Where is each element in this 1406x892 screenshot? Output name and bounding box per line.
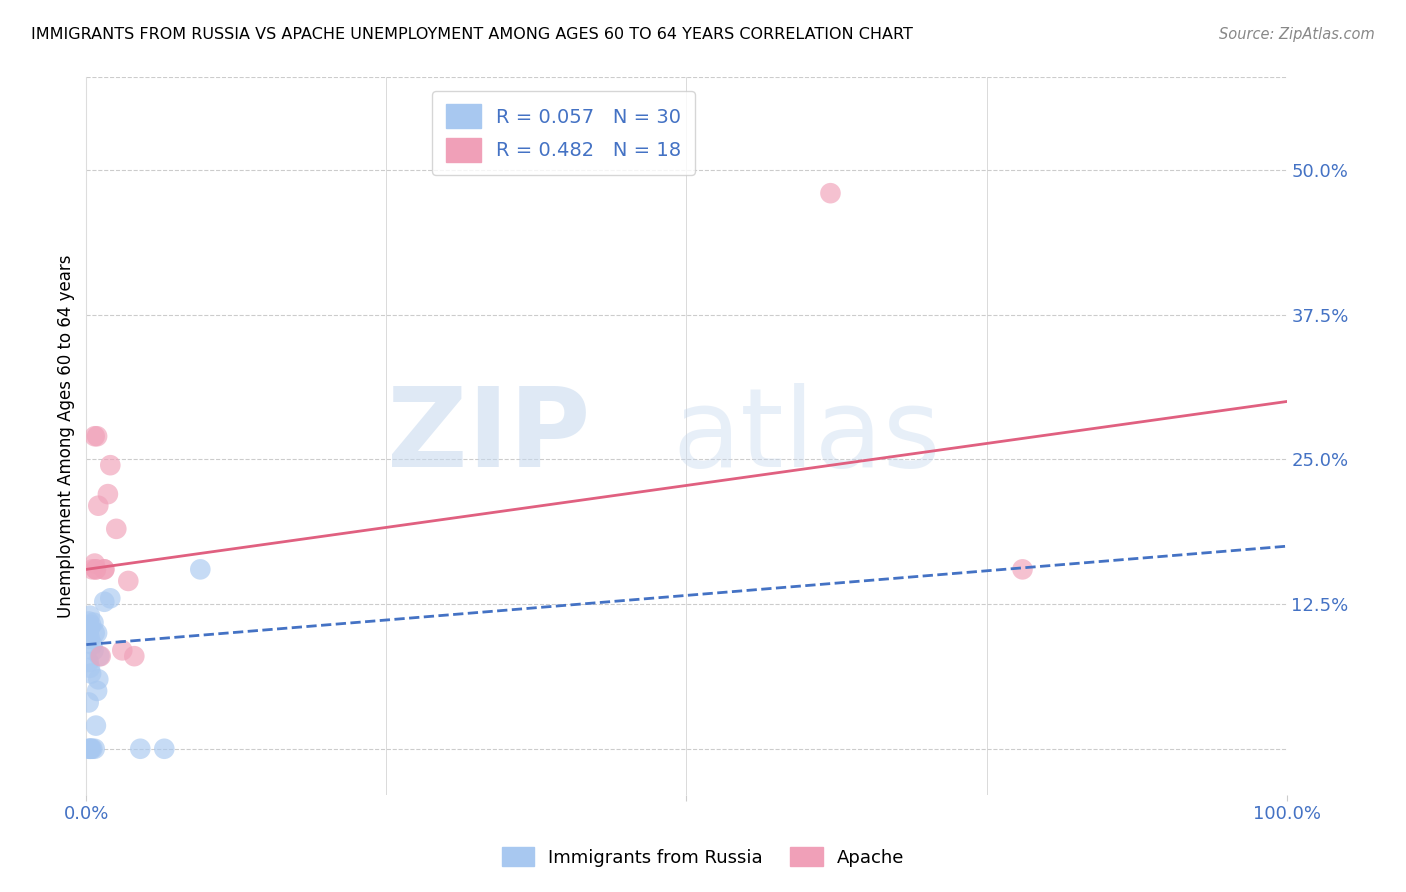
Point — [79, 632, 101, 646]
Text: Source: ZipAtlas.com: Source: ZipAtlas.com — [1219, 27, 1375, 42]
Point — [86, 429, 108, 443]
Point — [77, 741, 100, 756]
Point — [124, 649, 146, 664]
Point — [87, 499, 110, 513]
Point — [82, 615, 104, 630]
Point — [89, 649, 111, 664]
Point — [820, 186, 842, 201]
Point — [82, 562, 104, 576]
Point — [83, 741, 105, 756]
Point — [87, 673, 110, 687]
Point — [129, 741, 152, 756]
Point — [79, 741, 101, 756]
Point — [188, 562, 211, 576]
Point — [77, 655, 100, 669]
Text: atlas: atlas — [672, 383, 941, 490]
Point — [77, 626, 100, 640]
Text: IMMIGRANTS FROM RUSSIA VS APACHE UNEMPLOYMENT AMONG AGES 60 TO 64 YEARS CORRELAT: IMMIGRANTS FROM RUSSIA VS APACHE UNEMPLO… — [31, 27, 912, 42]
Point — [98, 591, 121, 606]
Point — [79, 620, 101, 634]
Point — [97, 487, 120, 501]
Point — [79, 608, 101, 623]
Point — [77, 696, 100, 710]
Point — [153, 741, 176, 756]
Point — [77, 615, 100, 629]
Point — [84, 562, 107, 576]
Point — [83, 557, 105, 571]
Point — [84, 718, 107, 732]
Point — [105, 522, 128, 536]
Point — [84, 562, 107, 576]
Text: ZIP: ZIP — [387, 383, 591, 490]
Point — [79, 661, 101, 675]
Point — [83, 626, 105, 640]
Legend: R = 0.057   N = 30, R = 0.482   N = 18: R = 0.057 N = 30, R = 0.482 N = 18 — [432, 91, 695, 175]
Point — [93, 562, 115, 576]
Point — [79, 741, 101, 756]
Point — [93, 595, 115, 609]
Point — [86, 684, 108, 698]
Point — [80, 618, 103, 632]
Point — [80, 666, 103, 681]
Point — [111, 643, 134, 657]
Point — [90, 649, 112, 664]
Y-axis label: Unemployment Among Ages 60 to 64 years: Unemployment Among Ages 60 to 64 years — [58, 254, 75, 618]
Point — [82, 638, 104, 652]
Point — [86, 626, 108, 640]
Point — [93, 562, 115, 576]
Point — [1011, 562, 1033, 576]
Point — [83, 429, 105, 443]
Point — [117, 574, 139, 588]
Point — [80, 741, 103, 756]
Legend: Immigrants from Russia, Apache: Immigrants from Russia, Apache — [495, 840, 911, 874]
Point — [82, 741, 104, 756]
Point — [82, 643, 104, 657]
Point — [98, 458, 121, 473]
